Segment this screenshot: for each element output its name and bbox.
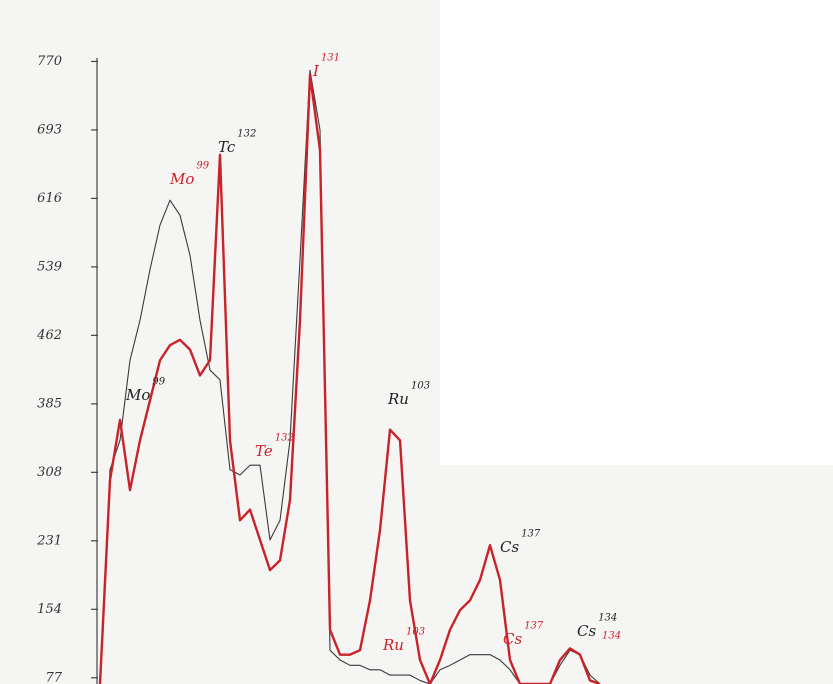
y-tick-label: 154 [37,602,62,617]
y-tick-label: 770 [37,54,62,69]
peak-label: Cs [503,630,522,648]
peak-isotope: 103 [411,381,430,392]
y-tick-label: 693 [37,122,62,137]
y-tick-label: 77 [45,670,62,684]
peak-isotope: 99 [196,161,209,172]
peak-isotope: 131 [321,53,340,64]
peak-label: Te [255,442,273,460]
peak-label: Ru [387,390,409,408]
peak-isotope: 134 [602,631,621,642]
peak-label: Cs [577,622,596,640]
peak-label: Tc [218,138,236,156]
peak-isotope: 103 [406,627,425,638]
peak-isotope: 132 [237,129,256,140]
peak-label: Ru [382,636,404,654]
y-tick-label: 308 [37,465,62,480]
series-line [98,73,601,684]
peak-label: Cs [500,538,519,556]
peak-isotope: 132 [275,433,294,444]
series-line [99,69,601,684]
peak-label: Mo [125,386,150,404]
peak-isotope: 137 [524,621,544,632]
peak-label: I [312,62,320,80]
y-tick-label: 385 [37,396,62,411]
peak-isotope: 134 [598,613,617,624]
y-tick-label: 539 [37,259,62,274]
y-tick-label: 231 [36,533,62,548]
peak-isotope: 99 [152,377,165,388]
peak-isotope: 137 [521,529,541,540]
peak-label: Mo [169,170,194,188]
paper-white [440,0,833,465]
y-tick-label: 462 [36,328,62,343]
y-tick-label: 616 [37,191,62,206]
